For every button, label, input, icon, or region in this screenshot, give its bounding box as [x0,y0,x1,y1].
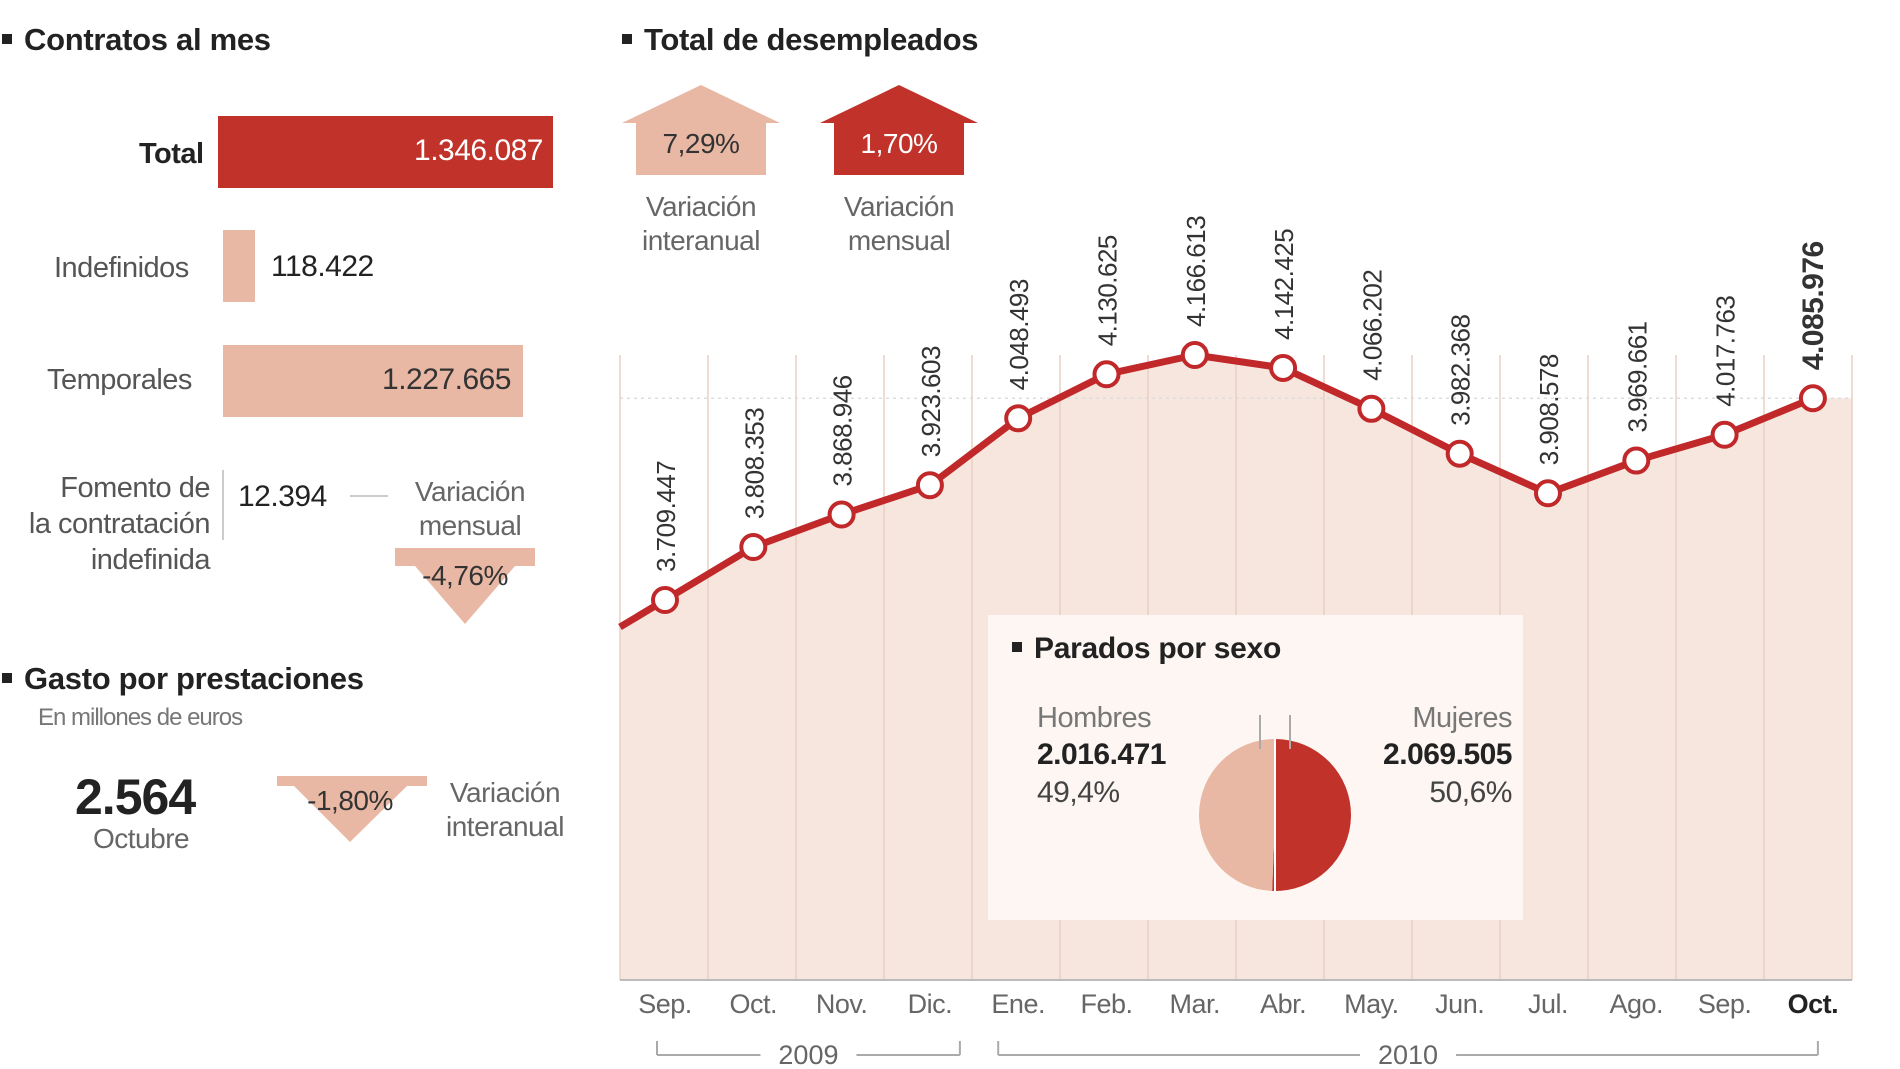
contratos-fomento-value: 12.394 [238,480,327,513]
data-label: 4.066.202 [1357,270,1387,381]
interanual-variation-value: 7,29% [662,128,740,159]
data-point [1622,446,1651,475]
hombres-pct: 49,4% [1037,776,1120,809]
data-point [1269,353,1298,382]
x-tick-label: Ene. [991,989,1045,1019]
data-point [915,471,944,500]
x-tick-label: Nov. [816,989,868,1019]
fomento-divider [222,470,224,540]
contratos-total-value: 1.346.087 [414,134,543,167]
data-label: 4.085.976 [1797,241,1830,370]
data-label: 3.868.946 [828,375,858,486]
gasto-title: Gasto por prestaciones [2,661,364,697]
mensual-variation-caption: Variación mensual [843,191,955,256]
data-label: 4.048.493 [1004,279,1034,390]
contratos-title: Contratos al mes [2,22,271,58]
x-tick-label: Feb. [1080,989,1132,1019]
data-label: 4.017.763 [1711,296,1741,407]
data-label: 3.969.661 [1622,321,1652,432]
x-tick-label: Jun. [1435,989,1484,1019]
bullet-square-icon [1012,642,1022,653]
data-point [1357,394,1386,423]
x-tick-label: Oct. [1788,989,1839,1019]
data-point [739,532,768,561]
interanual-up-arrow-icon [622,85,780,175]
data-label: 4.130.625 [1093,235,1123,346]
data-point [1798,384,1827,413]
mujeres-pct: 50,6% [1429,776,1512,809]
contratos-fomento-label: Fomento de la contratación indefinida [28,472,211,576]
data-label: 3.923.603 [916,346,946,457]
data-label: 3.808.353 [739,408,769,519]
mujeres-value: 2.069.505 [1383,738,1512,771]
data-point [1004,404,1033,433]
parados-sexo-title: Parados por sexo [1012,632,1281,666]
data-label: 4.142.425 [1269,229,1299,340]
gasto-subtitle: En millones de euros [38,704,243,731]
data-label: 3.908.578 [1534,354,1564,465]
gasto-variation-value: -1,80% [307,785,393,816]
data-point [1092,360,1121,389]
contratos-indefinidos-label: Indefinidos [54,252,189,284]
bullet-square-icon [2,672,12,683]
mujeres-label: Mujeres [1412,702,1512,734]
contratos-total-bar [218,116,553,188]
year-label: 2009 [778,1040,838,1069]
contratos-temporales-label: Temporales [47,364,192,396]
data-point [1180,341,1209,369]
data-point [1445,439,1474,468]
fomento-variation-caption: Variación mensual [414,476,526,541]
x-tick-label: Jul. [1528,989,1568,1019]
gasto-variation-caption: Variación interanual [446,777,564,842]
data-label: 3.709.447 [651,461,681,572]
x-tick-label: May. [1344,989,1399,1019]
x-tick-label: Sep. [638,989,692,1019]
bullet-square-icon [622,33,632,44]
mensual-variation-value: 1,70% [860,128,938,159]
pie-slice-mujeres [1272,739,1351,891]
parados-sexo-pie [1199,715,1351,891]
x-tick-label: Abr. [1260,989,1306,1019]
fomento-connector [350,495,388,497]
x-tick-label: Mar. [1170,989,1221,1019]
x-tick-label: Sep. [1698,989,1752,1019]
data-point [1710,420,1739,449]
pie-slice-hombres [1199,739,1275,891]
x-tick-label: Ago. [1610,989,1664,1019]
mensual-up-arrow-icon [820,85,978,175]
fomento-down-arrow-icon [395,548,535,624]
hombres-value: 2.016.471 [1037,738,1166,771]
contratos-indefinidos-bar [223,230,255,302]
mujeres-leader-line [1289,715,1291,749]
interanual-variation-caption: Variación interanual [642,191,760,256]
x-tick-label: Oct. [730,989,778,1019]
data-label: 3.982.368 [1446,315,1476,426]
gasto-down-arrow-icon [277,776,427,842]
data-point [1534,479,1562,508]
gasto-value: 2.564 [75,769,196,825]
gasto-period: Octubre [93,823,190,854]
desempleados-title: Total de desempleados [622,22,979,58]
bullet-square-icon [2,33,12,44]
hombres-label: Hombres [1037,702,1152,734]
year-label: 2010 [1378,1040,1438,1069]
fomento-variation-value: -4,76% [422,560,508,591]
hombres-leader-line [1259,715,1261,749]
x-tick-label: Dic. [908,989,953,1019]
contratos-total-label: Total [139,138,204,170]
data-point [651,586,679,614]
contratos-temporales-value: 1.227.665 [382,363,511,396]
data-label: 4.166.613 [1181,216,1211,327]
data-point [827,500,856,529]
contratos-temporales-bar [223,345,523,417]
contratos-indefinidos-value: 118.422 [271,250,374,283]
